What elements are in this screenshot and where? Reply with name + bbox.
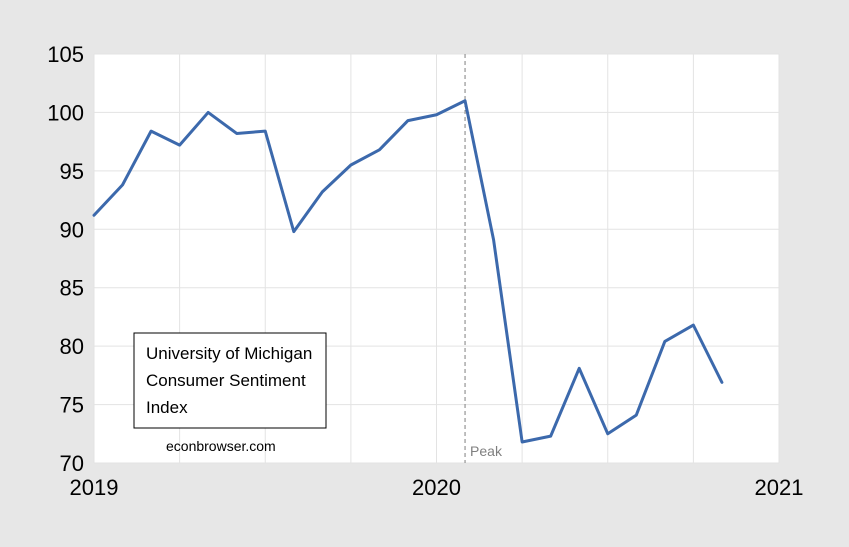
data-point — [178, 143, 182, 147]
data-point — [206, 110, 210, 114]
series-line — [92, 99, 724, 444]
data-point — [520, 440, 524, 444]
data-point — [235, 131, 239, 135]
legend-box — [133, 332, 327, 429]
data-point — [463, 99, 467, 103]
y-tick-label: 95 — [60, 159, 84, 184]
data-point — [377, 148, 381, 152]
data-point — [549, 434, 553, 438]
data-point — [320, 190, 324, 194]
data-point — [634, 413, 638, 417]
data-point — [663, 339, 667, 343]
x-tick-label: 2020 — [412, 475, 461, 500]
data-point — [263, 129, 267, 133]
y-tick-label: 85 — [60, 276, 84, 301]
peak-annotation: Peak — [464, 54, 503, 463]
y-tick-label: 90 — [60, 217, 84, 242]
data-point — [720, 380, 724, 384]
legend-line-2: Consumer Sentiment — [146, 371, 306, 390]
data-point — [92, 213, 96, 217]
data-point — [492, 238, 496, 242]
x-tick-label: 2021 — [755, 475, 804, 500]
source-note: econbrowser.com — [166, 438, 276, 454]
y-tick-label: 70 — [60, 451, 84, 476]
y-tick-label: 100 — [47, 100, 84, 125]
x-tick-label: 2019 — [70, 475, 119, 500]
data-point — [349, 163, 353, 167]
y-tick-label: 75 — [60, 393, 84, 418]
y-tick-label: 105 — [47, 42, 84, 67]
data-point — [435, 113, 439, 117]
data-point — [577, 366, 581, 370]
x-axis-ticks: 2019 2020 2021 — [70, 475, 804, 500]
data-point — [121, 183, 125, 187]
data-point — [691, 323, 695, 327]
data-point — [292, 230, 296, 234]
legend-line-3: Index — [146, 398, 188, 417]
legend: University of Michigan Consumer Sentimen… — [133, 332, 327, 429]
data-point — [406, 119, 410, 123]
data-point — [606, 432, 610, 436]
peak-label: Peak — [470, 443, 503, 459]
y-axis-ticks: 70 75 80 85 90 95 100 105 — [47, 42, 84, 476]
legend-line-1: University of Michigan — [146, 344, 312, 363]
data-point — [149, 129, 153, 133]
y-tick-label: 80 — [60, 334, 84, 359]
